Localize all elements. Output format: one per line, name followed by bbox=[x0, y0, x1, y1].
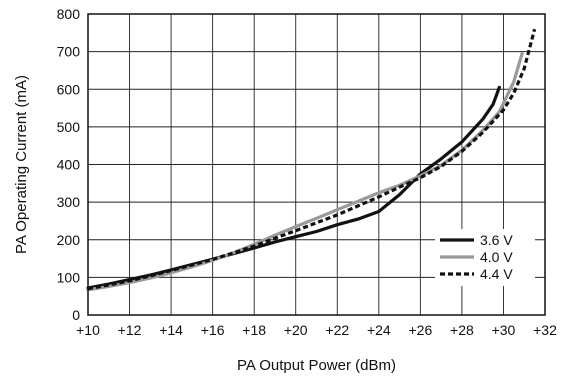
y-tick-label: 100 bbox=[57, 269, 81, 285]
y-tick-label: 200 bbox=[57, 232, 81, 248]
plot-frame bbox=[87, 13, 546, 316]
x-tick-label: +12 bbox=[118, 322, 142, 338]
x-tick-label: +22 bbox=[325, 322, 349, 338]
x-tick-label: +18 bbox=[242, 322, 266, 338]
y-tick-label: 800 bbox=[57, 6, 81, 22]
x-tick-label: +14 bbox=[159, 322, 183, 338]
y-tick-label: 700 bbox=[57, 44, 81, 60]
y-tick-label: 500 bbox=[57, 119, 81, 135]
x-tick-label: +10 bbox=[76, 322, 100, 338]
legend-label-3-6-v: 3.6 V bbox=[480, 232, 513, 248]
x-axis-title: PA Output Power (dBm) bbox=[237, 357, 396, 374]
x-tick-label: +32 bbox=[533, 322, 557, 338]
y-tick-label: 0 bbox=[72, 307, 80, 323]
x-tick-labels: +10 +12 +14 +16 +18 +20 +22 +24 +26 +28 +30 +32 bbox=[76, 322, 557, 338]
legend: 3.6 V4.0 V4.4 V bbox=[435, 229, 535, 286]
y-tick-labels: 0 100 200 300 400 500 600 700 800 bbox=[57, 6, 81, 323]
y-tick-label: 300 bbox=[57, 194, 81, 210]
x-tick-label: +20 bbox=[284, 322, 308, 338]
x-tick-label: +26 bbox=[408, 322, 432, 338]
y-tick-label: 400 bbox=[57, 157, 81, 173]
x-tick-label: +30 bbox=[492, 322, 516, 338]
x-tick-label: +28 bbox=[450, 322, 474, 338]
series-line-4-4-v bbox=[87, 28, 537, 291]
y-tick-label: 600 bbox=[57, 81, 81, 97]
x-tick-label: +16 bbox=[201, 322, 225, 338]
legend-label-4-4-v: 4.4 V bbox=[480, 266, 513, 282]
y-axis-title: PA Operating Current (mA) bbox=[13, 75, 30, 254]
legend-label-4-0-v: 4.0 V bbox=[480, 249, 513, 265]
x-tick-label: +24 bbox=[367, 322, 391, 338]
series-layer bbox=[86, 28, 537, 292]
